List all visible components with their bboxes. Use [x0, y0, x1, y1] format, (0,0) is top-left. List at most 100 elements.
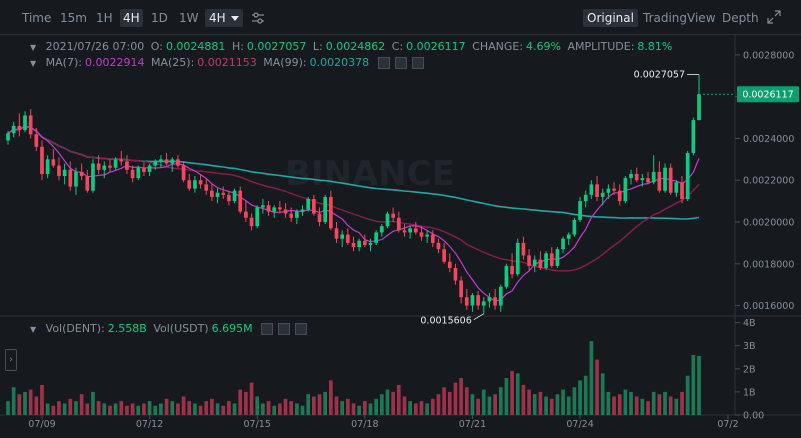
- view-tradingview[interactable]: TradingView: [643, 11, 716, 25]
- settings-sliders-icon[interactable]: [251, 11, 265, 25]
- visibility-icon[interactable]: [394, 57, 407, 69]
- volume-bar: [187, 401, 192, 415]
- volume-bar: [521, 384, 526, 415]
- candle-body: [640, 178, 645, 181]
- volume-bar: [583, 375, 588, 415]
- candle-body: [96, 163, 101, 170]
- volume-bar: [176, 403, 180, 415]
- time-tick-label: 07/15: [244, 419, 271, 430]
- interval-dropdown[interactable]: 4H: [205, 9, 243, 27]
- volume-bar: [504, 378, 509, 415]
- collapse-caret-icon[interactable]: ▼: [30, 59, 37, 68]
- volume-bar: [566, 396, 571, 415]
- expand-sidebar-button[interactable]: ›: [5, 349, 17, 371]
- volume-tick-label: 2B: [743, 364, 756, 375]
- candle-body: [498, 286, 503, 306]
- volume-bar: [459, 378, 463, 415]
- candle-body: [697, 94, 701, 121]
- legend-change-label: CHANGE:: [472, 40, 524, 53]
- candle-body: [57, 165, 61, 177]
- volume-bar: [498, 387, 503, 415]
- volume-bar: [345, 398, 350, 415]
- candle-body: [447, 261, 452, 268]
- timeframe-1h[interactable]: 1H: [96, 11, 113, 25]
- legend-ma7: 0.0022914: [84, 56, 145, 69]
- candle-body: [306, 199, 311, 210]
- volume-bar: [23, 391, 27, 415]
- volume-bar: [544, 396, 548, 415]
- volume-bar: [379, 394, 384, 415]
- volume-bar: [125, 405, 129, 415]
- candle-body: [691, 120, 696, 154]
- volume-tick-label: 1B: [743, 387, 756, 398]
- settings-icon[interactable]: [261, 323, 274, 335]
- volume-bar: [221, 405, 226, 415]
- volume-bar: [691, 354, 696, 415]
- volume-bar: [663, 391, 667, 415]
- collapse-caret-icon[interactable]: ▼: [30, 325, 37, 334]
- volume-bar: [413, 403, 418, 415]
- view-original[interactable]: Original: [583, 9, 638, 27]
- volume-bar: [651, 391, 656, 415]
- volume-bar: [357, 405, 362, 415]
- candle-body: [6, 133, 10, 141]
- volume-bar: [453, 382, 458, 415]
- timeframe-4h[interactable]: 4H: [120, 9, 143, 27]
- close-icon[interactable]: [295, 323, 308, 335]
- volume-bar: [515, 373, 520, 415]
- candle-body: [629, 173, 633, 179]
- volume-bar: [323, 391, 328, 415]
- candle-body: [351, 242, 356, 248]
- visibility-icon[interactable]: [278, 323, 291, 335]
- candle-body: [255, 207, 260, 227]
- volume-bar: [28, 389, 33, 415]
- collapse-caret-icon[interactable]: ▼: [30, 43, 37, 52]
- candle-body: [74, 171, 78, 187]
- volume-bar: [6, 401, 10, 415]
- candle-body: [487, 297, 492, 302]
- candle-body: [11, 125, 16, 134]
- candle-body: [261, 205, 265, 208]
- candle-body: [51, 159, 56, 166]
- volume-bar: [79, 394, 84, 415]
- volume-bar: [198, 405, 203, 415]
- timeframe-1w[interactable]: 1W: [179, 11, 199, 25]
- candle-body: [28, 115, 33, 135]
- timeframe-15m[interactable]: 15m: [60, 11, 87, 25]
- volume-bar: [249, 382, 254, 415]
- view-depth[interactable]: Depth: [722, 11, 759, 25]
- volume-bar: [476, 398, 480, 415]
- ohlc-legend: ▼ 2021/07/26 07:00 O: 0.0024881 H: 0.00270…: [30, 40, 675, 53]
- volume-bar: [680, 391, 684, 415]
- price-tick-label: 0.0018000: [743, 259, 794, 270]
- time-tick-label: 07/2: [717, 419, 738, 430]
- volume-bar: [96, 401, 101, 415]
- candle-body: [589, 184, 594, 195]
- last-price-tag: [737, 86, 799, 103]
- timeframe-time[interactable]: Time: [22, 11, 52, 25]
- candle-body: [164, 159, 169, 164]
- fullscreen-icon[interactable]: [767, 10, 781, 24]
- close-icon[interactable]: [411, 57, 424, 69]
- settings-icon[interactable]: [377, 57, 390, 69]
- timeframe-1d[interactable]: 1D: [151, 11, 168, 25]
- candle-body: [572, 219, 577, 235]
- volume-bar: [600, 373, 605, 415]
- volume-bar: [68, 398, 73, 415]
- volume-bar: [442, 387, 446, 415]
- candle-body: [283, 209, 288, 214]
- candle-body: [668, 167, 673, 193]
- candle-body: [464, 297, 469, 306]
- candle-body: [278, 207, 282, 210]
- time-tick-label: 07/21: [459, 419, 486, 430]
- candle-body: [515, 242, 520, 275]
- volume-bar: [142, 403, 146, 415]
- candle-body: [323, 196, 328, 222]
- chevron-down-icon: [230, 16, 239, 21]
- volume-bar: [232, 403, 237, 415]
- candle-body: [504, 265, 509, 287]
- candle-body: [408, 228, 412, 233]
- legend-vol-label: Vol(DENT):: [45, 322, 105, 335]
- volume-bar: [108, 405, 112, 415]
